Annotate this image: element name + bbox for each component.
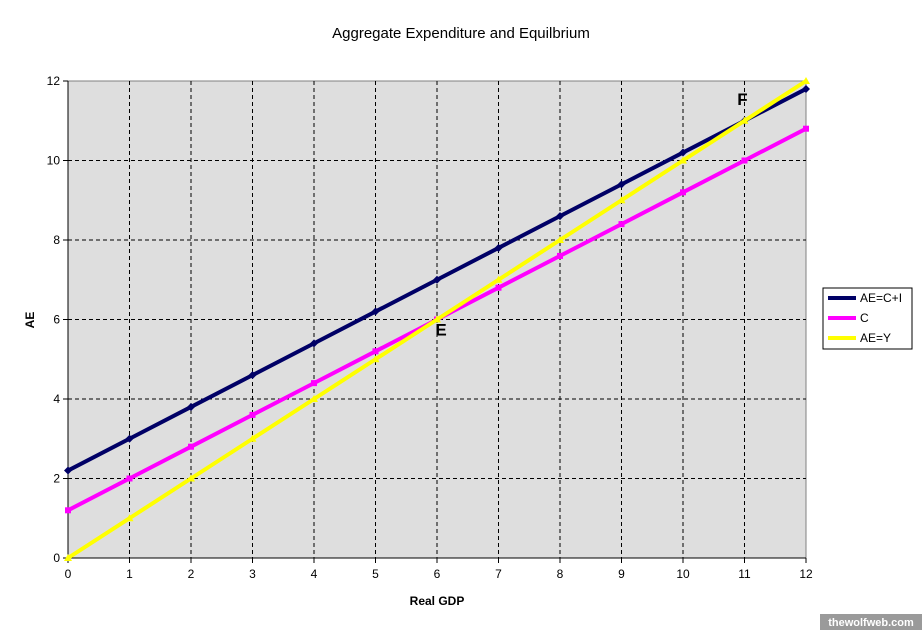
series-point xyxy=(187,474,195,482)
watermark-box xyxy=(820,614,922,630)
series-point xyxy=(310,395,318,402)
series-point xyxy=(64,466,72,475)
chart-title: Aggregate Expenditure and Equilbrium xyxy=(332,25,590,42)
legend-label: C xyxy=(860,311,869,325)
x-tick-label: 9 xyxy=(618,567,625,581)
x-tick-label: 7 xyxy=(495,567,502,581)
watermark: thewolfweb.com xyxy=(820,614,922,630)
series-point xyxy=(802,77,810,84)
legend-item: C xyxy=(828,311,869,325)
series-point xyxy=(371,355,380,363)
series-group xyxy=(64,84,810,475)
x-tick-label: 0 xyxy=(65,567,72,581)
y-tick-label: 2 xyxy=(53,472,60,486)
series-point xyxy=(311,380,317,387)
x-tick-label: 6 xyxy=(434,567,441,581)
x-axis-ticks: 0 1 2 3 4 5 6 7 8 9 10 11 12 xyxy=(65,558,813,581)
series-point xyxy=(556,236,564,243)
series-point xyxy=(679,156,687,164)
y-tick-label: 4 xyxy=(53,392,60,406)
series-point xyxy=(556,212,564,221)
series-point xyxy=(187,402,195,411)
watermark-text: thewolfweb.com xyxy=(828,617,914,629)
x-tick-label: 2 xyxy=(188,567,195,581)
series-point xyxy=(371,307,380,316)
legend: AE=C+I C AE=Y xyxy=(822,287,913,350)
x-tick-label: 1 xyxy=(126,567,133,581)
series-point xyxy=(310,339,318,348)
series-group xyxy=(64,77,810,561)
y-tick-label: 12 xyxy=(47,74,61,88)
series-point xyxy=(372,348,379,355)
series-point xyxy=(741,157,748,164)
x-tick-label: 12 xyxy=(799,567,813,581)
legend-items: AE=C+I C AE=Y xyxy=(828,291,902,345)
series-point xyxy=(433,275,441,284)
series-point xyxy=(802,84,810,93)
series-point xyxy=(557,252,563,259)
y-tick-label: 10 xyxy=(47,154,61,168)
x-tick-label: 8 xyxy=(557,567,564,581)
series-point xyxy=(64,554,72,561)
series-point xyxy=(248,434,257,442)
point-label-f: F xyxy=(737,90,747,109)
legend-item: AE=C+I xyxy=(828,291,902,305)
legend-label: AE=C+I xyxy=(860,291,902,305)
x-axis-title: Real GDP xyxy=(410,594,465,608)
series-point xyxy=(495,284,502,291)
legend-label: AE=Y xyxy=(860,331,891,345)
y-tick-label: 8 xyxy=(53,233,60,247)
series-point xyxy=(494,275,503,283)
x-tick-label: 4 xyxy=(311,567,318,581)
series-point xyxy=(679,148,687,157)
series-point xyxy=(618,221,625,228)
series-point xyxy=(680,189,686,196)
y-axis-title: AE xyxy=(23,312,37,329)
series-point xyxy=(803,125,809,132)
series-point xyxy=(617,196,626,204)
series-point xyxy=(494,243,503,252)
legend-item: AE=Y xyxy=(828,331,891,345)
series-point xyxy=(248,371,257,380)
y-axis-ticks: 0 2 4 6 8 10 12 xyxy=(47,74,68,565)
y-tick-label: 6 xyxy=(53,313,60,327)
series-point xyxy=(126,475,133,482)
series-point xyxy=(617,180,626,189)
annotations: EF xyxy=(435,90,747,340)
series-point xyxy=(249,411,256,418)
x-tick-label: 3 xyxy=(249,567,256,581)
x-tick-label: 11 xyxy=(738,567,751,581)
y-tick-label: 0 xyxy=(53,551,60,565)
series-point xyxy=(188,443,194,450)
series-point xyxy=(125,434,134,443)
point-label-e: E xyxy=(435,321,446,340)
series xyxy=(64,77,810,561)
x-tick-label: 10 xyxy=(676,567,690,581)
x-tick-label: 5 xyxy=(372,567,379,581)
series-point xyxy=(65,507,71,514)
series-point xyxy=(433,315,441,323)
series-point xyxy=(740,116,749,124)
series-point xyxy=(125,514,134,522)
